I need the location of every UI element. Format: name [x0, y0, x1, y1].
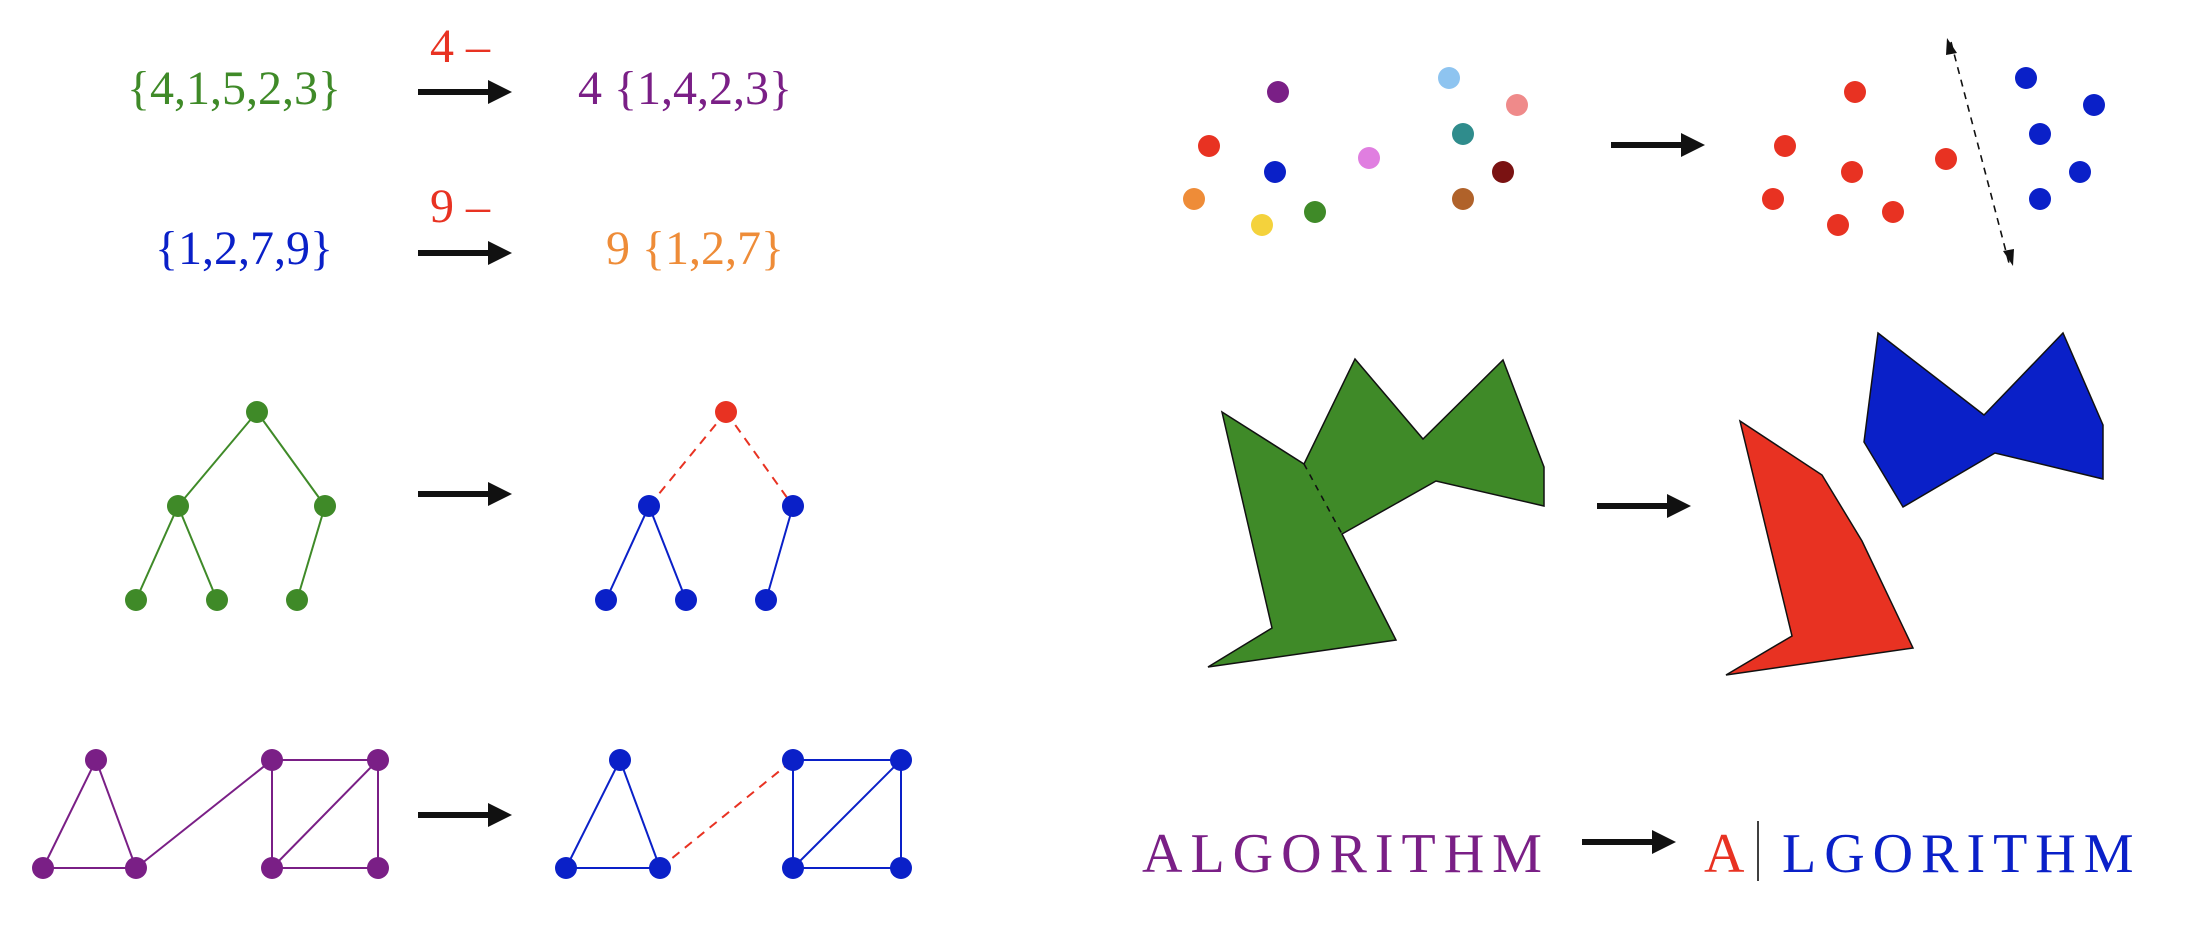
- graph-node: [782, 749, 804, 771]
- right-arrow-icon: [418, 80, 512, 104]
- graph-node: [261, 749, 283, 771]
- point: [1935, 148, 1957, 170]
- polygon-input: [1207, 357, 1545, 668]
- point: [1264, 161, 1286, 183]
- graph-node: [649, 857, 671, 879]
- point: [1267, 81, 1289, 103]
- point: [1452, 188, 1474, 210]
- tree-output: [595, 401, 804, 611]
- graph-node: [367, 749, 389, 771]
- operation-label-2: 9 –: [430, 180, 491, 233]
- blue-polygon: [1863, 331, 2104, 509]
- point-cloud-output: [1762, 38, 2105, 266]
- point: [2069, 161, 2091, 183]
- polygon-output: [1725, 331, 2104, 676]
- point: [1452, 123, 1474, 145]
- tree-node: [755, 589, 777, 611]
- right-arrow-icon: [1582, 830, 1676, 854]
- operation-label-1: 4 –: [430, 20, 491, 73]
- graph-node: [367, 857, 389, 879]
- word-output-tail: LGORITHM: [1782, 823, 2142, 885]
- right-arrow-icon: [1611, 133, 1705, 157]
- word-output-head: A: [1704, 823, 1752, 885]
- graph-node: [609, 749, 631, 771]
- point: [1882, 201, 1904, 223]
- graph-node: [890, 749, 912, 771]
- tree-node: [314, 495, 336, 517]
- input-set-2: {1,2,7,9}: [155, 222, 333, 275]
- point: [1492, 161, 1514, 183]
- output-set-1: 4 {1,4,2,3}: [578, 62, 792, 115]
- point: [1506, 94, 1528, 116]
- graph-node: [85, 749, 107, 771]
- tree-node: [206, 589, 228, 611]
- point: [2083, 94, 2105, 116]
- right-arrow-icon: [1597, 494, 1691, 518]
- point: [1774, 135, 1796, 157]
- tree-node: [782, 495, 804, 517]
- set-split-row-1: {4,1,5,2,3} 4 – 4 {1,4,2,3}: [127, 20, 792, 115]
- point: [1827, 214, 1849, 236]
- tree-node: [125, 589, 147, 611]
- point: [2029, 188, 2051, 210]
- point: [1358, 147, 1380, 169]
- root-node: [715, 401, 737, 423]
- point: [1438, 67, 1460, 89]
- tree-node: [167, 495, 189, 517]
- right-arrow-icon: [418, 241, 512, 265]
- input-set-1: {4,1,5,2,3}: [127, 62, 341, 115]
- point: [1183, 188, 1205, 210]
- graph-node: [261, 857, 283, 879]
- graph-node: [32, 857, 54, 879]
- point-cloud-input: [1183, 67, 1528, 236]
- output-set-2: 9 {1,2,7}: [606, 222, 784, 275]
- point: [2029, 123, 2051, 145]
- tree-input: [125, 401, 336, 611]
- point: [1304, 201, 1326, 223]
- word-input: ALGORITHM: [1142, 823, 1550, 885]
- graph-node: [125, 857, 147, 879]
- green-polygon: [1207, 357, 1545, 668]
- cut-line: [1303, 463, 1343, 535]
- point: [1198, 135, 1220, 157]
- set-split-row-2: {1,2,7,9} 9 – 9 {1,2,7}: [155, 180, 784, 275]
- tree-node: [638, 495, 660, 517]
- right-arrow-icon: [418, 803, 512, 827]
- tree-node: [246, 401, 268, 423]
- tree-node: [595, 589, 617, 611]
- point: [1844, 81, 1866, 103]
- graph-input: [32, 749, 389, 879]
- graph-node: [555, 857, 577, 879]
- point: [1841, 161, 1863, 183]
- dashed-double-arrow-icon: [1946, 38, 2014, 266]
- right-arrow-icon: [418, 482, 512, 506]
- graph-output: [555, 749, 912, 879]
- graph-node: [782, 857, 804, 879]
- point: [1251, 214, 1273, 236]
- point: [2015, 67, 2037, 89]
- graph-node: [890, 857, 912, 879]
- tree-node: [286, 589, 308, 611]
- tree-node: [675, 589, 697, 611]
- point: [1762, 188, 1784, 210]
- red-polygon: [1725, 419, 1915, 676]
- word-split: ALGORITHM A LGORITHM: [1142, 821, 2142, 885]
